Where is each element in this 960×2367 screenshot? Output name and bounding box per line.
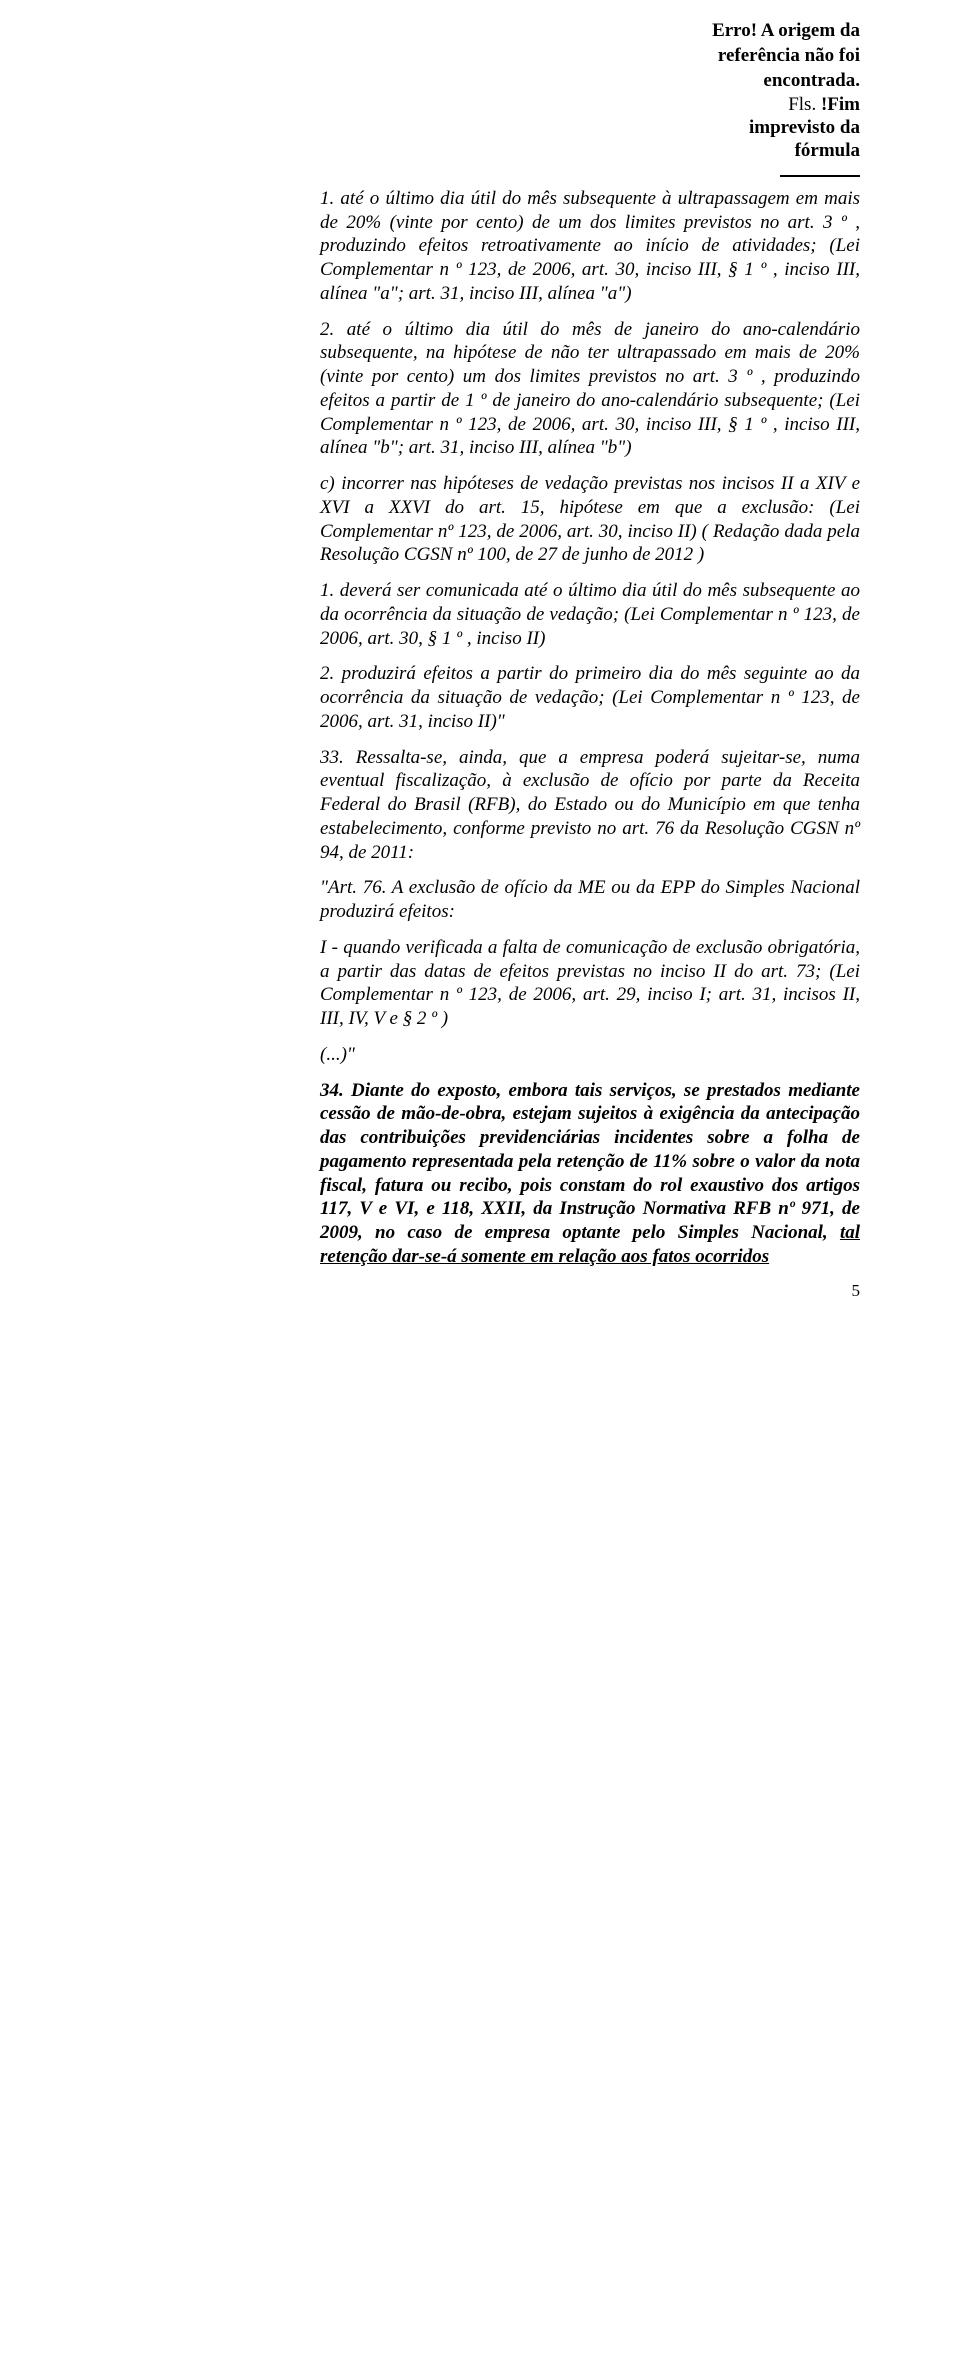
paragraph-10: 34. Diante do exposto, embora tais servi… [320, 1079, 860, 1269]
header-fls: Fls. !Fim imprevisto da fórmula [320, 94, 860, 162]
header-error-line1: Erro! A origem da [320, 20, 860, 43]
fls-label: Fls. [788, 94, 821, 115]
header-divider [780, 175, 860, 177]
paragraph-5: 2. produzirá efeitos a partir do primeir… [320, 662, 860, 733]
header-error-line3: encontrada. [320, 70, 860, 93]
paragraph-7: "Art. 76. A exclusão de ofício da ME ou … [320, 876, 860, 924]
header-error-line2: referência não foi [320, 45, 860, 68]
fls-bold-3: fórmula [795, 140, 860, 161]
fls-bold-1: !Fim [821, 94, 860, 115]
paragraph-2: 2. até o último dia útil do mês de janei… [320, 318, 860, 461]
paragraph-1: 1. até o último dia útil do mês subseque… [320, 187, 860, 306]
paragraph-8: I - quando verificada a falta de comunic… [320, 936, 860, 1031]
paragraph-6: 33. Ressalta-se, ainda, que a empresa po… [320, 746, 860, 865]
page-number: 5 [320, 1281, 860, 1301]
paragraph-9: (...)" [320, 1043, 860, 1067]
paragraph-4: 1. deverá ser comunicada até o último di… [320, 579, 860, 650]
paragraph-3: c) incorrer nas hipóteses de vedação pre… [320, 472, 860, 567]
paragraph-10-bold-a: 34. Diante do exposto, embora tais servi… [320, 1080, 860, 1244]
fls-bold-2: imprevisto da [749, 117, 860, 138]
